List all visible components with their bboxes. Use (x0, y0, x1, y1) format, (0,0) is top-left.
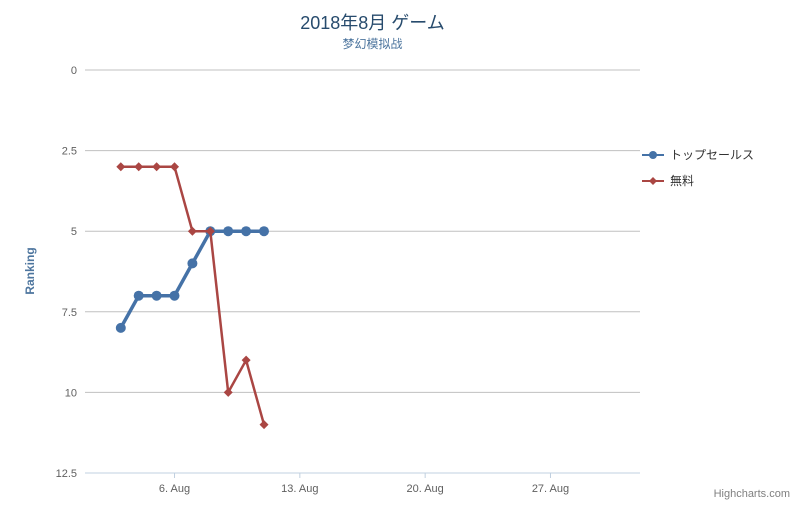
series-line-1 (119, 229, 266, 330)
legend: トップセールス 無料 (642, 146, 754, 198)
x-axis-tick-label: 27. Aug (532, 483, 569, 495)
data-point[interactable] (223, 387, 233, 397)
data-point[interactable] (241, 355, 251, 365)
y-axis-tick-label: 5 (71, 226, 77, 238)
x-axis-tick-label: 6. Aug (159, 483, 190, 495)
chart-title: 2018年8月 ゲーム (300, 13, 445, 33)
y-axis-tick-label: 0 (71, 65, 77, 77)
credits-link[interactable]: Highcharts.com (713, 488, 790, 500)
y-axis-tick-label: 12.5 (56, 468, 77, 480)
legend-label: 無料 (670, 174, 695, 188)
y-axis-tick-label: 10 (65, 387, 77, 399)
data-point[interactable] (133, 290, 144, 301)
data-point[interactable] (205, 226, 215, 236)
legend-label: トップセールス (670, 148, 755, 162)
x-axis-tick-label: 13. Aug (281, 483, 318, 495)
legend-item[interactable]: 無料 (642, 172, 754, 189)
legend-marker-shape (649, 150, 657, 159)
data-point[interactable] (170, 162, 180, 172)
legend-diamond-marker-icon (642, 176, 664, 185)
data-point[interactable] (223, 226, 234, 237)
data-point[interactable] (116, 162, 126, 172)
legend-circle-marker-icon (642, 150, 664, 159)
data-point[interactable] (134, 162, 144, 172)
data-point[interactable] (151, 290, 162, 301)
y-axis-tick-label: 2.5 (62, 146, 77, 158)
legend-marker-shape (649, 176, 657, 185)
x-axis-tick-label: 20. Aug (406, 483, 443, 495)
data-point[interactable] (115, 322, 126, 333)
legend-item[interactable]: トップセールス (642, 146, 754, 163)
y-axis-tick-label: 7.5 (62, 307, 77, 319)
data-point[interactable] (187, 258, 198, 269)
data-point[interactable] (152, 162, 162, 172)
data-point[interactable] (241, 226, 252, 237)
chart-subtitle: 梦幻模拟战 (342, 37, 403, 51)
data-point[interactable] (187, 226, 197, 236)
data-point[interactable] (169, 290, 180, 301)
data-point[interactable] (259, 420, 269, 430)
data-point[interactable] (259, 226, 269, 237)
